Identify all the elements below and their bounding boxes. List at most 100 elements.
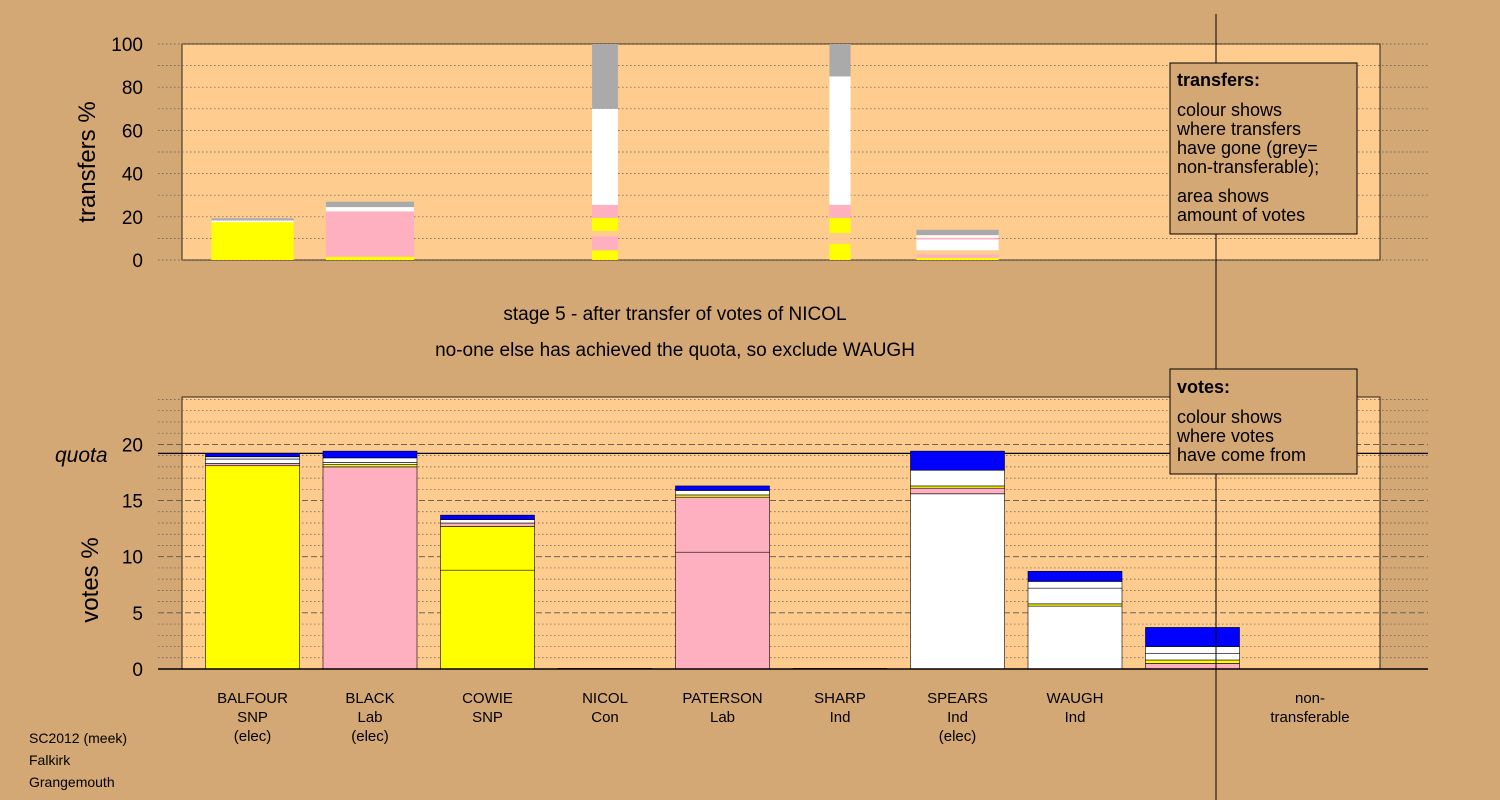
vote-bar-segment	[1145, 646, 1240, 654]
vote-bar-segment	[322, 457, 418, 463]
vote-bar-segment	[322, 466, 418, 670]
votes-bars	[158, 450, 1428, 670]
votes-tick-label: 10	[122, 548, 143, 569]
vote-bar-segment	[910, 469, 1005, 487]
candidate-label: BALFOUR	[217, 690, 288, 707]
candidate-label: Ind	[947, 709, 968, 726]
vote-bar-segment	[322, 462, 418, 465]
candidate-label: (elec)	[351, 728, 389, 745]
transfers-legend-line: where transfers	[1176, 119, 1301, 139]
vote-bar-segment	[910, 485, 1005, 489]
vote-bar-segment	[1027, 581, 1123, 589]
transfers-legend-title: transfers:	[1177, 70, 1260, 90]
votes-tick-label: 15	[122, 492, 143, 513]
vote-bar-segment	[1145, 659, 1240, 664]
candidate-label: SPEARS	[927, 690, 988, 707]
transfer-bar-segment	[916, 257, 999, 260]
votes-legend-line: colour shows	[1177, 407, 1282, 427]
votes-y-label: votes %	[77, 537, 104, 622]
transfer-bar-segment	[211, 222, 294, 260]
vote-bar-segment	[1027, 587, 1123, 605]
candidate-label: SHARP	[814, 690, 866, 707]
vote-bar-segment	[440, 514, 535, 520]
candidate-label: Con	[591, 709, 619, 726]
quota-label: quota	[55, 444, 108, 467]
transfer-bar-segment	[211, 220, 294, 223]
transfer-bar-segment	[211, 218, 294, 221]
transfer-bar-segment	[325, 207, 415, 212]
votes-tick-label: 0	[132, 660, 143, 681]
transfer-bar-segment	[592, 204, 618, 218]
transfers-legend-line: colour shows	[1177, 100, 1282, 120]
candidate-label: BLACK	[345, 690, 394, 707]
candidate-label: Lab	[357, 709, 382, 726]
votes-legend-title: votes:	[1177, 377, 1230, 397]
transfers-legend-box	[1169, 62, 1358, 235]
candidate-label: COWIE	[462, 690, 513, 707]
transfer-bar-segment	[592, 108, 618, 205]
transfers-tick-label: 0	[132, 251, 143, 272]
candidate-label: PATERSON	[682, 690, 762, 707]
transfer-bar-segment	[592, 230, 618, 237]
transfer-bar-segment	[916, 239, 999, 251]
transfer-bar-segment	[829, 44, 851, 77]
transfers-legend-line: area shows	[1177, 186, 1269, 206]
votes-legend-box	[1169, 368, 1358, 475]
transfer-bar-segment	[916, 254, 999, 258]
votes-tick-label: 20	[122, 435, 143, 456]
vote-bar-segment	[440, 526, 535, 571]
candidate-label: transferable	[1270, 709, 1349, 726]
vote-bar-segment	[675, 551, 770, 670]
transfers-legend-line: non-transferable);	[1177, 157, 1319, 177]
vote-bar-segment	[675, 490, 770, 496]
transfer-bar-segment	[829, 243, 851, 260]
candidate-label: (elec)	[939, 728, 977, 745]
vote-bar-segment	[1027, 570, 1123, 582]
transfer-bar-segment	[592, 250, 618, 260]
votes-tick-label: 5	[132, 604, 143, 625]
vote-bar-segment	[322, 450, 418, 459]
vote-bar-segment	[910, 487, 1005, 495]
transfer-bar-segment	[916, 250, 999, 255]
transfer-bar-segment	[325, 201, 415, 208]
votes-y-axis: 0 5 10 15 20	[122, 435, 143, 681]
vote-bar-segment	[675, 496, 770, 553]
transfer-bar-segment	[592, 217, 618, 231]
transfers-y-axis: 0 20 40 60 80 100	[111, 35, 143, 272]
vote-bar-segment	[1145, 663, 1240, 670]
transfers-tick-label: 100	[111, 35, 143, 56]
transfer-bar-segment	[592, 236, 618, 251]
stage-subtitle: no-one else has achieved the quota, so e…	[435, 340, 915, 361]
vote-bar-segment	[1145, 627, 1240, 647]
vote-bar-segment	[910, 493, 1005, 670]
vote-bar-segment	[322, 464, 418, 468]
transfer-bar-segment	[829, 76, 851, 205]
transfers-legend: transfers: colour shows where transfers …	[1169, 62, 1358, 235]
transfers-legend-line: have gone (grey=	[1177, 138, 1318, 158]
footer-method: SC2012 (meek)	[29, 730, 128, 746]
stage-title: stage 5 - after transfer of votes of NIC…	[503, 304, 846, 325]
vote-bar-segment	[675, 485, 770, 491]
transfer-bar-segment	[829, 204, 851, 218]
vote-bar-segment	[205, 456, 300, 460]
transfers-tick-label: 40	[122, 165, 143, 186]
votes-legend: votes: colour shows where votes have com…	[1169, 368, 1358, 475]
transfer-bar-segment	[325, 211, 415, 257]
vote-bar-segment	[1027, 603, 1123, 607]
candidate-label: SNP	[237, 709, 268, 726]
transfer-bar-segment	[325, 256, 415, 260]
vote-bar-segment	[675, 494, 770, 498]
transfers-bars	[211, 44, 999, 260]
vote-bar-segment	[440, 569, 535, 670]
transfers-tick-label: 20	[122, 208, 143, 229]
transfers-tick-label: 80	[122, 78, 143, 99]
vote-bar-segment	[1027, 605, 1123, 670]
vote-bar-segment	[205, 458, 300, 464]
candidate-label: WAUGH	[1047, 690, 1104, 707]
candidate-label: Ind	[830, 709, 851, 726]
votes-legend-line: where votes	[1176, 426, 1274, 446]
vote-bar-segment	[910, 450, 1005, 471]
vote-bar-segment	[440, 522, 535, 527]
footer-council: Falkirk	[29, 752, 71, 768]
candidate-labels: BALFOUR SNP (elec) BLACK Lab (elec) COWIE SNP NI…	[217, 690, 1350, 745]
